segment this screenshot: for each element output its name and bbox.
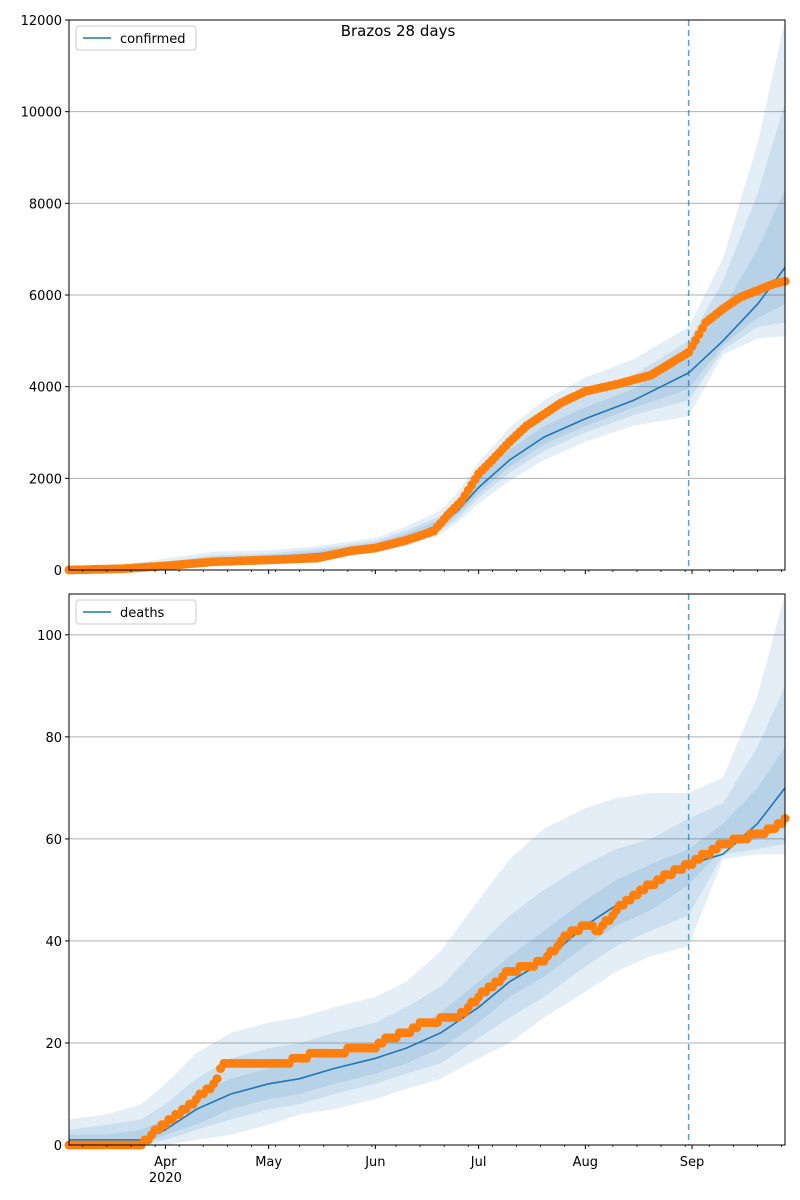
x-tick-label: Apr xyxy=(154,1155,177,1170)
axes-frame xyxy=(68,593,786,1146)
uncertainty-band-0 xyxy=(69,20,785,570)
y-tick-label: 20 xyxy=(45,1037,62,1052)
confirmed-panel: 0 2000 4000 6000 8000 10000 12000 confirmed xyxy=(21,14,790,579)
uncertainty-band-1 xyxy=(69,685,785,1145)
legend-box xyxy=(75,25,197,51)
x-tick-label: Jun xyxy=(364,1155,385,1170)
axes-frame xyxy=(68,19,786,571)
y-tick-label: 8000 xyxy=(29,197,62,212)
y-tick-label: 4000 xyxy=(29,381,62,396)
y-tick-label: 6000 xyxy=(29,289,62,304)
y-tick-label: 40 xyxy=(45,935,62,950)
x-tick-sublabel: 2020 xyxy=(149,1171,182,1186)
y-tick-label: 60 xyxy=(45,833,62,848)
uncertainty-band-2 xyxy=(69,189,785,570)
legend: deaths xyxy=(75,599,197,625)
x-tick-label: Aug xyxy=(573,1155,598,1170)
x-tick-label: Sep xyxy=(680,1155,705,1170)
figure-title: Brazos 28 days xyxy=(341,22,456,40)
legend-label: deaths xyxy=(120,606,165,621)
x-tick-label: Jul xyxy=(470,1155,487,1170)
y-tick-label: 100 xyxy=(37,629,62,644)
x-tick-label: May xyxy=(255,1155,282,1170)
y-tick-label: 10000 xyxy=(21,106,62,121)
y-tick-label: 0 xyxy=(54,564,62,579)
legend-label: confirmed xyxy=(120,32,186,47)
y-tick-label: 80 xyxy=(45,731,62,746)
y-tick-label: 0 xyxy=(54,1139,62,1154)
observed-point xyxy=(212,1074,222,1084)
legend-box xyxy=(75,599,197,625)
y-tick-label: 12000 xyxy=(21,14,62,29)
uncertainty-band-0 xyxy=(69,594,785,1145)
legend: confirmed xyxy=(75,25,197,51)
y-tick-label: 2000 xyxy=(29,472,62,487)
